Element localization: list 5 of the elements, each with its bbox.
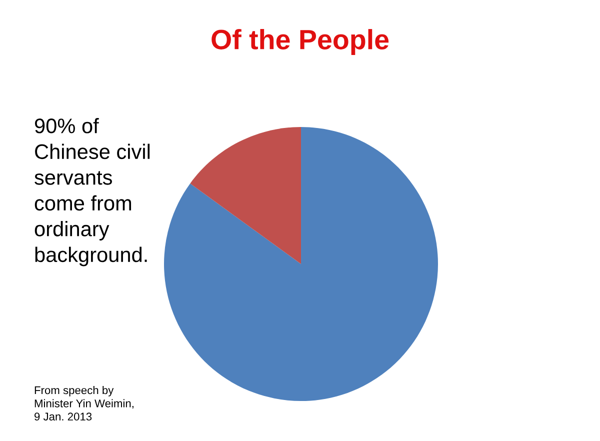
text: 90% of Chinese civil servants come from ordinary background.: [34, 118, 150, 266]
pie-slice: [190, 127, 301, 264]
text: From speech by Minister Yin Weimin, 9 Jan. 2013: [34, 386, 134, 421]
chart-title: Of the People: [212, 29, 389, 55]
pie-slice: [164, 127, 438, 401]
